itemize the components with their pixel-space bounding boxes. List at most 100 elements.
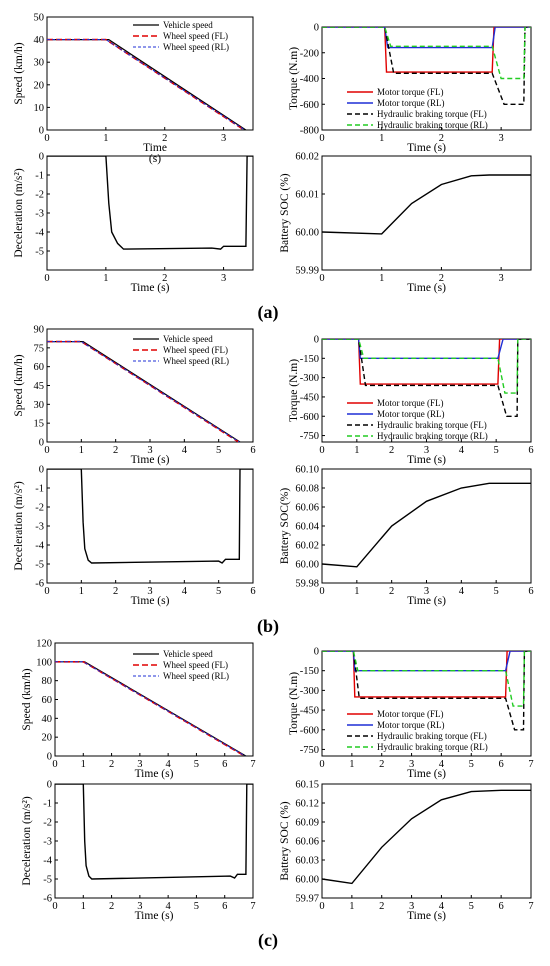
legend-entry: Hydraulic braking torque (FL) [377,109,487,119]
y-tick-label: 60 [42,695,53,706]
series-line-curve [47,156,253,250]
series-line-curve [322,789,531,885]
y-tick-label: 10 [34,103,45,114]
x-axis-label: Time (s) [407,595,446,607]
y-tick-label: 60.02 [295,541,319,552]
y-axis-label: Battery SOC(%) [279,488,291,565]
y-tick-label: 60.06 [295,503,319,514]
y-tick-label: 0 [39,126,44,137]
x-tick-label: 5 [494,445,499,456]
y-tick-label: 60.00 [295,875,319,886]
y-tick-label: 30 [34,58,45,69]
x-tick-label: 2 [379,759,384,770]
legend-entry: Wheel speed (FL) [163,660,228,670]
series-line-vehicle-speed [47,39,247,130]
y-tick-label: 59.97 [295,894,319,905]
x-axis-label: Time (s) [131,454,170,466]
series-line-hydraulic-braking-torque-rl- [322,339,531,394]
y-tick-label: -3 [35,522,44,533]
legend-entry: Wheel speed (RL) [163,42,229,52]
legend-entry: Hydraulic braking torque (FL) [377,420,487,430]
x-tick-label: 2 [439,133,444,144]
y-axis-label: Battery SOC (%) [279,801,291,880]
panel-label-c: (c) [258,930,278,951]
y-tick-label: -1 [35,484,44,495]
y-tick-label: 60.09 [295,818,319,829]
x-tick-label: 0 [52,901,57,912]
y-axis-label: Torque (N.m) [288,47,300,110]
legend-entry: Hydraulic braking torque (RL) [377,120,488,130]
y-tick-label: 45 [34,381,45,392]
legend-entry: Vehicle speed [163,334,213,344]
chart-b-torque: 0 1 2 3 4 5 6 0 -150 -300 -450 -600 -750 Time (s) Torq… [288,335,534,467]
legend-entry: Motor torque (RL) [377,409,445,419]
chart-c-torque: 0 1 2 3 4 5 6 7 0 -150 -300 -450 -600 -750 Time (s) Tor… [288,647,534,781]
y-axis-label: Speed (km/h) [13,42,25,104]
y-tick-label: -600 [300,725,319,736]
x-tick-label: 3 [499,273,504,284]
y-tick-label: -750 [300,745,319,756]
y-tick-label: 0 [39,465,44,476]
x-tick-label: 7 [528,759,533,770]
y-tick-label: 60.03 [295,856,319,867]
x-tick-label: 0 [319,273,324,284]
x-axis-label: Time (s) [135,768,174,780]
x-axis-label: (s) [149,153,161,165]
x-axis-label: Time (s) [407,768,446,780]
x-tick-label: 0 [319,133,324,144]
y-axis-label: Battery SOC (%) [279,173,291,252]
x-tick-label: 3 [221,133,226,144]
plot-frame [46,16,254,131]
plot-frame [321,650,532,757]
x-tick-label: 2 [113,445,118,456]
legend-entry: Motor torque (FL) [377,87,444,97]
legend-entry: Vehicle speed [163,20,213,30]
x-tick-label: 5 [469,759,474,770]
x-tick-label: 5 [216,445,221,456]
y-tick-label: 80 [42,676,53,687]
x-tick-label: 4 [459,445,465,456]
x-axis-label: Time (s) [407,454,446,466]
x-tick-label: 5 [194,901,199,912]
y-axis-label: Speed (km/h) [21,668,33,730]
y-axis-label: Speed (km/h) [13,354,25,416]
y-tick-label: 0 [314,647,319,658]
x-tick-label: 3 [499,133,504,144]
legend-entry: Motor torque (RL) [377,720,445,730]
x-axis-label: Time (s) [135,910,174,922]
legend-entry: Hydraulic braking torque (RL) [377,742,488,752]
x-tick-label: 5 [216,586,221,597]
series-line-wheel-speed-fl- [55,661,245,756]
legend-entry: Motor torque (RL) [377,98,445,108]
y-tick-label: -1 [43,799,52,810]
x-tick-label: 0 [44,273,49,284]
legend-entry: Motor torque (FL) [377,709,444,719]
x-axis-label: Time (s) [407,282,446,294]
y-tick-label: -2 [43,818,52,829]
x-tick-label: 4 [182,445,188,456]
x-axis-label: Time (s) [131,282,170,294]
chart-c-speed: 0 1 2 3 4 5 6 7 0 20 40 60 80 100 120 Time (s) Speed (km… [21,639,256,781]
y-tick-label: 59.98 [295,579,319,590]
x-tick-label: 6 [222,759,227,770]
x-tick-label: 1 [103,273,108,284]
series-line-curve [322,482,531,568]
x-tick-label: 0 [44,133,49,144]
y-tick-label: -400 [300,74,319,85]
y-tick-label: 60.08 [295,484,319,495]
legend-entry: Motor torque (FL) [377,398,444,408]
y-tick-label: 20 [42,733,53,744]
y-tick-label: -300 [300,373,319,384]
x-tick-label: 1 [379,273,384,284]
y-tick-label: 60 [34,362,45,373]
x-tick-label: 2 [389,586,394,597]
x-tick-label: 6 [528,586,533,597]
x-tick-label: 2 [109,759,114,770]
y-tick-label: -200 [300,48,319,59]
y-tick-label: 15 [34,419,45,430]
x-tick-label: 3 [409,759,414,770]
legend-entry: Hydraulic braking torque (FL) [377,731,487,741]
series-line-motor-torque-fl- [322,27,531,73]
y-tick-label: 60.02 [295,152,319,163]
